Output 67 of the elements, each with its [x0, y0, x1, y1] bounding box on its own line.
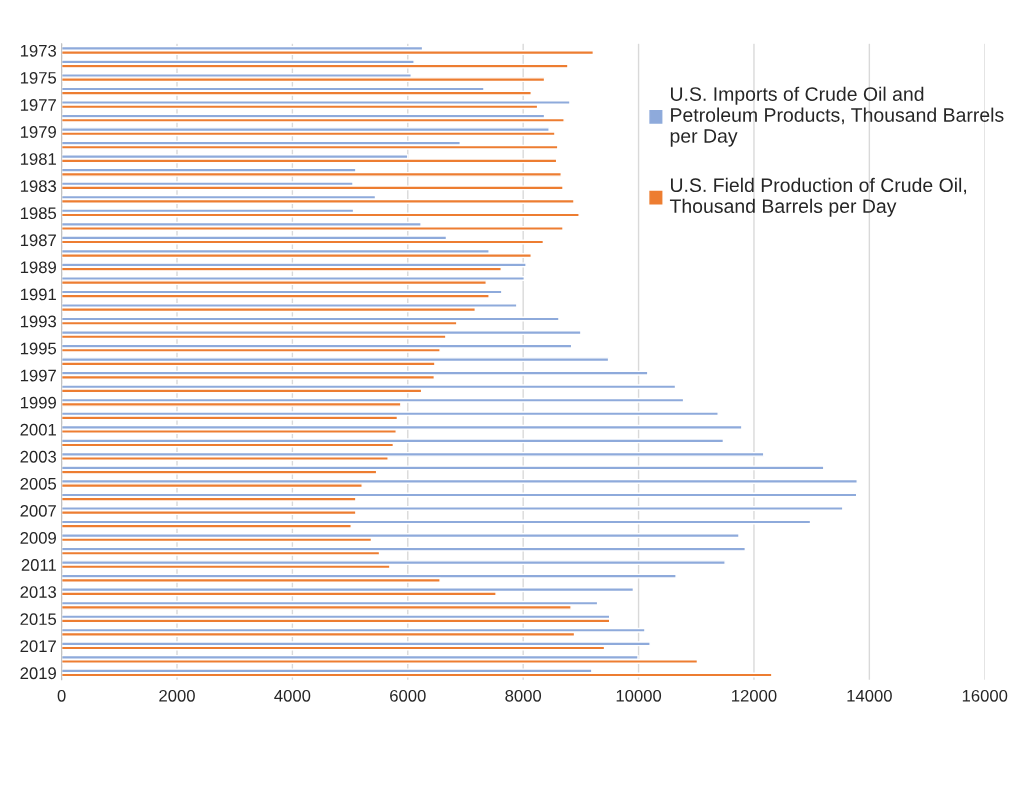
bar	[61, 641, 651, 647]
x-tick-label: 16000	[962, 689, 1008, 702]
bar	[61, 198, 575, 204]
y-tick-label: 2005	[20, 477, 57, 490]
bar	[61, 465, 825, 471]
bar	[61, 492, 858, 498]
bar	[61, 117, 565, 123]
bar	[61, 397, 685, 403]
y-tick-label: 2013	[20, 586, 57, 598]
x-tick-label: 2000	[159, 689, 195, 702]
bar	[61, 424, 743, 430]
x-tick-label: 8000	[505, 689, 542, 702]
bar	[61, 212, 580, 218]
y-tick-label: 2007	[20, 504, 56, 517]
bar	[61, 659, 699, 664]
bar	[61, 262, 527, 268]
x-tick-label: 14000	[847, 689, 892, 702]
x-tick-label: 12000	[732, 689, 777, 702]
bar	[61, 77, 546, 83]
x-tick-label: 0	[57, 689, 66, 702]
y-tick-label: 2019	[20, 667, 56, 680]
bar	[61, 158, 558, 164]
y-tick-label: 2017	[20, 640, 56, 653]
y-tick-label: 1991	[20, 288, 56, 301]
y-tick-label: 1983	[20, 180, 57, 193]
bar	[61, 546, 747, 552]
bar	[61, 90, 532, 96]
x-tick-label: 6000	[390, 689, 426, 702]
y-tick-label: 1979	[20, 126, 56, 138]
bar	[61, 618, 611, 624]
bar	[61, 451, 765, 457]
y-tick-label: 2001	[20, 423, 56, 436]
bar	[61, 63, 569, 69]
y-tick-label: 1975	[20, 71, 57, 84]
y-tick-label: 1997	[20, 369, 56, 382]
y-tick-label: 2011	[21, 559, 56, 571]
y-tick-label: 1973	[20, 44, 57, 57]
bar	[61, 533, 740, 539]
bar	[61, 50, 595, 56]
bar	[61, 560, 726, 566]
bar	[61, 411, 719, 417]
y-tick-label: 1981	[20, 153, 56, 165]
y-tick-label: 1987	[20, 234, 56, 247]
bar	[61, 384, 677, 390]
bar	[61, 506, 844, 511]
legend-label: U.S. Imports of Crude Oil and Petroleum Products, Thousand Barrels per Day	[670, 86, 1004, 147]
y-tick-label: 1993	[20, 315, 57, 328]
bar	[61, 253, 532, 259]
y-tick-label: 1989	[20, 261, 56, 274]
y-tick-label: 2015	[20, 613, 57, 626]
bar	[61, 171, 562, 177]
bar	[61, 226, 564, 231]
x-tick-label: 4000	[274, 689, 311, 702]
bar	[61, 131, 556, 137]
y-tick-label: 1995	[20, 342, 57, 355]
y-tick-label: 1977	[20, 99, 56, 111]
bar	[61, 478, 858, 484]
bar	[61, 438, 725, 444]
legend-label: U.S. Field Production of Crude Oil, Thousand Barrels per Day	[669, 177, 967, 217]
bar	[61, 672, 773, 678]
y-tick-label: 1999	[20, 396, 56, 409]
y-tick-label: 2009	[20, 532, 56, 544]
y-tick-label: 1985	[20, 207, 57, 220]
y-tick-label: 2003	[20, 450, 57, 463]
bar	[61, 185, 564, 191]
bar	[61, 144, 559, 150]
x-tick-label: 10000	[616, 689, 662, 702]
